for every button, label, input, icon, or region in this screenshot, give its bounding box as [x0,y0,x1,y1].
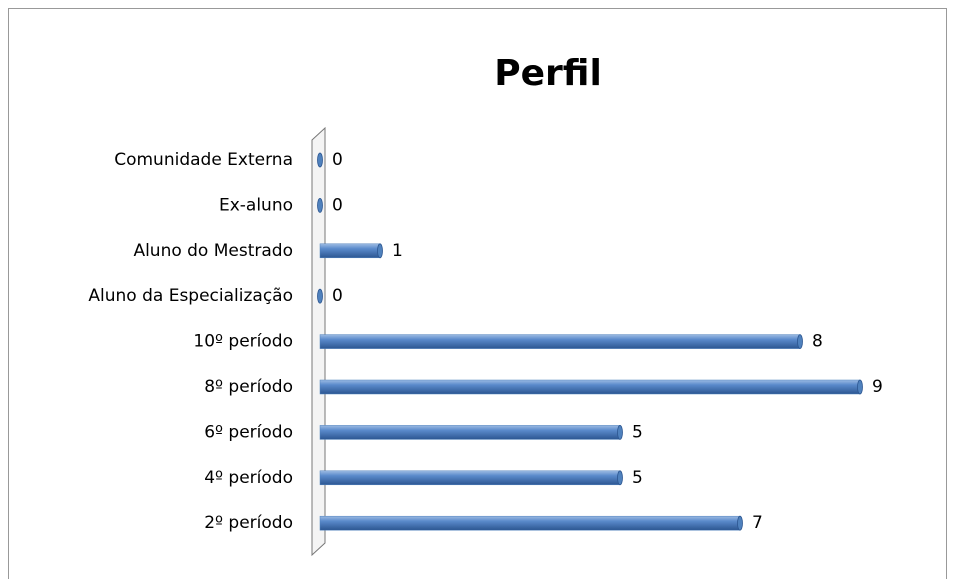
bar-cap [857,379,863,395]
bar [319,334,801,349]
data-label: 5 [632,468,643,488]
bar-cap [737,515,743,531]
data-label: 1 [392,241,403,261]
data-label: 7 [752,513,763,533]
y-tick-label: Aluno do Mestrado [133,241,293,261]
y-tick-label: 6º período [204,422,293,442]
bar [319,425,621,440]
bar [319,379,861,395]
data-label: 5 [632,422,643,442]
y-tick-label: 2º período [204,513,293,533]
data-label: 0 [332,150,343,170]
bar-cap [797,334,803,350]
y-tick-label: 8º período [204,377,293,397]
y-tick-label: Comunidade Externa [114,150,293,170]
bar [319,515,741,531]
bar-cap [617,470,623,486]
y-tick-label: Aluno da Especialização [88,286,293,306]
data-label: 0 [332,195,343,215]
bar-cap [617,424,623,440]
data-label: 0 [332,286,343,306]
y-tick-label: Ex-aluno [219,195,293,215]
chart-title: Perfil [494,53,602,94]
data-label: 9 [872,377,883,397]
bar-cap [317,288,323,304]
bar-cap [377,243,383,259]
bar [319,243,381,259]
bar-cap [317,197,323,213]
bar [319,470,621,486]
axis-wall [311,126,326,557]
bar-cap [317,152,323,168]
data-label: 8 [812,332,823,352]
y-tick-label: 4º período [204,468,293,488]
y-tick-label: 10º período [193,332,293,352]
